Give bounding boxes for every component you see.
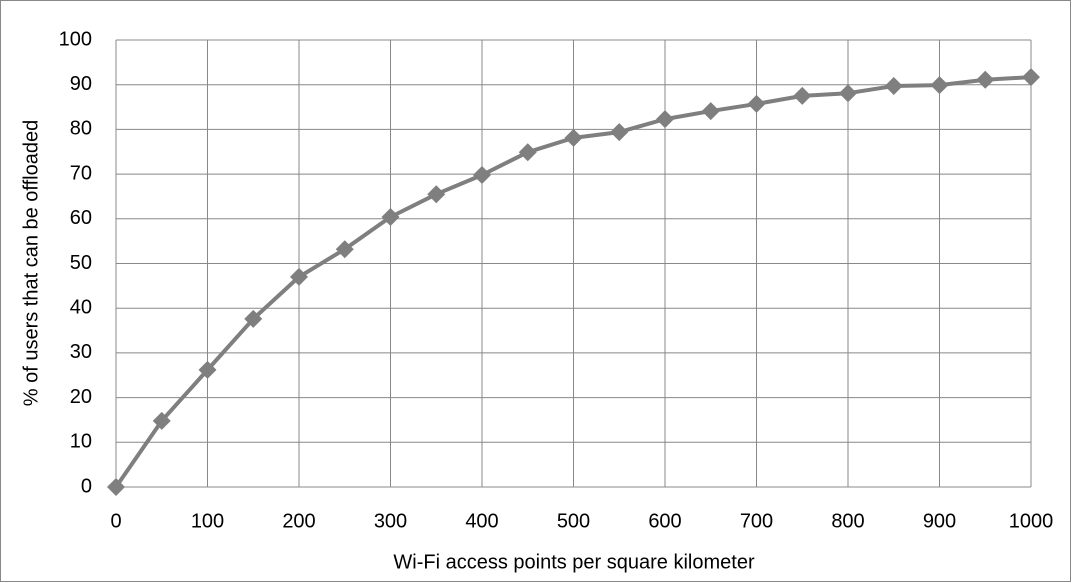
data-marker: [427, 185, 446, 204]
x-tick-label: 700: [740, 510, 773, 532]
x-tick-label: 600: [648, 510, 681, 532]
y-tick-label: 30: [70, 341, 92, 363]
x-tick-label: 1000: [1009, 510, 1054, 532]
x-tick-label: 200: [282, 510, 315, 532]
data-marker: [656, 110, 674, 129]
data-marker: [976, 70, 995, 89]
data-marker: [244, 309, 263, 328]
data-marker: [335, 240, 354, 259]
data-marker: [701, 102, 720, 121]
x-tick-label: 300: [374, 510, 407, 532]
x-tick-label: 800: [831, 510, 864, 532]
y-tick-label: 20: [70, 386, 92, 408]
x-tick-label: 0: [110, 510, 121, 532]
data-marker: [884, 77, 903, 96]
y-tick-label: 100: [59, 28, 92, 50]
y-tick-label: 60: [70, 207, 92, 229]
data-marker: [610, 123, 629, 142]
y-tick-label: 80: [70, 118, 92, 140]
x-tick-label: 500: [557, 510, 590, 532]
data-marker: [839, 84, 857, 103]
y-tick-label: 40: [70, 296, 92, 318]
y-tick-label: 0: [81, 475, 92, 497]
x-axis-label: Wi-Fi access points per square kilometer: [393, 551, 755, 573]
x-tick-label: 400: [465, 510, 498, 532]
data-marker: [152, 411, 171, 430]
data-marker: [198, 360, 217, 379]
y-tick-label: 50: [70, 252, 92, 274]
data-marker: [747, 94, 766, 113]
y-tick-label: 10: [70, 431, 92, 453]
data-marker: [518, 143, 537, 162]
y-tick-label: 70: [70, 162, 92, 184]
data-marker: [564, 128, 583, 147]
data-marker: [290, 267, 308, 286]
data-marker: [1022, 68, 1040, 87]
data-marker: [107, 478, 125, 496]
x-tick-label: 100: [191, 510, 224, 532]
data-marker: [930, 76, 949, 95]
data-marker: [473, 165, 491, 184]
data-marker: [793, 86, 812, 105]
data-marker: [381, 208, 400, 227]
y-axis-label: % of users that can be offloaded: [20, 120, 42, 407]
y-tick-label: 90: [70, 73, 92, 95]
x-tick-label: 900: [923, 510, 956, 532]
